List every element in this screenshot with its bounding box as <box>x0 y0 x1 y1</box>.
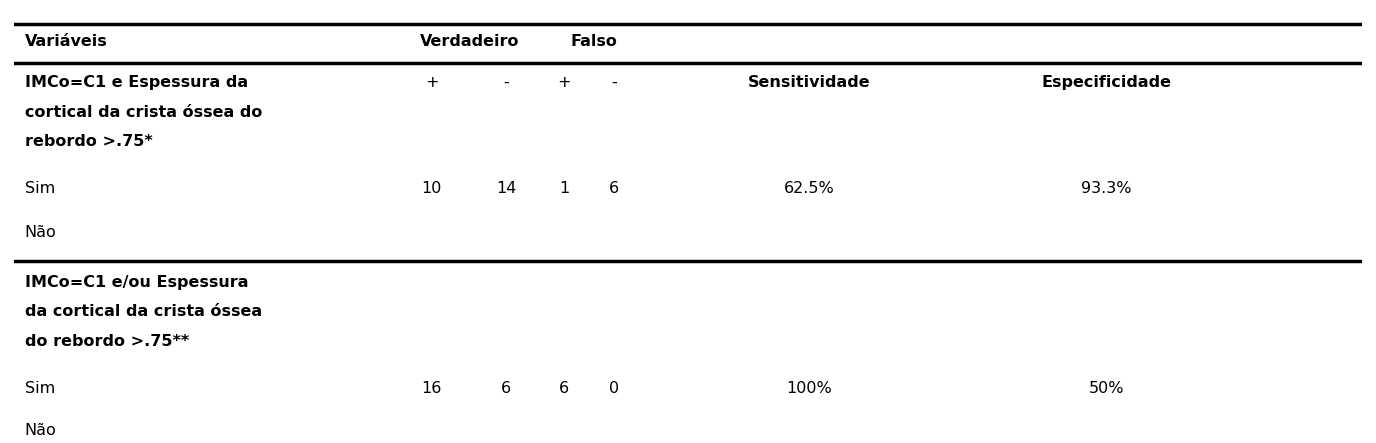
Text: IMCo=C1 e Espessura da: IMCo=C1 e Espessura da <box>25 75 248 90</box>
Text: Variáveis: Variáveis <box>25 34 107 49</box>
Text: da cortical da crista óssea: da cortical da crista óssea <box>25 304 261 319</box>
Text: rebordo >.75*: rebordo >.75* <box>25 134 153 149</box>
Text: Falso: Falso <box>570 34 616 49</box>
Text: +: + <box>425 75 439 90</box>
Text: Não: Não <box>25 225 56 240</box>
Text: 16: 16 <box>421 381 442 396</box>
Text: +: + <box>557 75 571 90</box>
Text: 6: 6 <box>608 182 619 196</box>
Text: 6: 6 <box>559 381 570 396</box>
Text: 1: 1 <box>559 182 570 196</box>
Text: -: - <box>504 75 509 90</box>
Text: IMCo=C1 e/ou Espessura: IMCo=C1 e/ou Espessura <box>25 275 248 290</box>
Text: Sim: Sim <box>25 182 55 196</box>
Text: 62.5%: 62.5% <box>784 182 835 196</box>
Text: 100%: 100% <box>787 381 832 396</box>
Text: Não: Não <box>25 423 56 438</box>
Text: 6: 6 <box>501 381 510 396</box>
Text: do rebordo >.75**: do rebordo >.75** <box>25 334 189 349</box>
Text: 14: 14 <box>495 182 516 196</box>
Text: 93.3%: 93.3% <box>1080 182 1131 196</box>
Text: 0: 0 <box>608 381 619 396</box>
Text: Especificidade: Especificidade <box>1042 75 1171 90</box>
Text: Sensitividade: Sensitividade <box>749 75 871 90</box>
Text: 50%: 50% <box>1088 381 1124 396</box>
Text: Sim: Sim <box>25 381 55 396</box>
Text: cortical da crista óssea do: cortical da crista óssea do <box>25 105 261 120</box>
Text: -: - <box>611 75 616 90</box>
Text: 10: 10 <box>421 182 442 196</box>
Text: Verdadeiro: Verdadeiro <box>420 34 519 49</box>
